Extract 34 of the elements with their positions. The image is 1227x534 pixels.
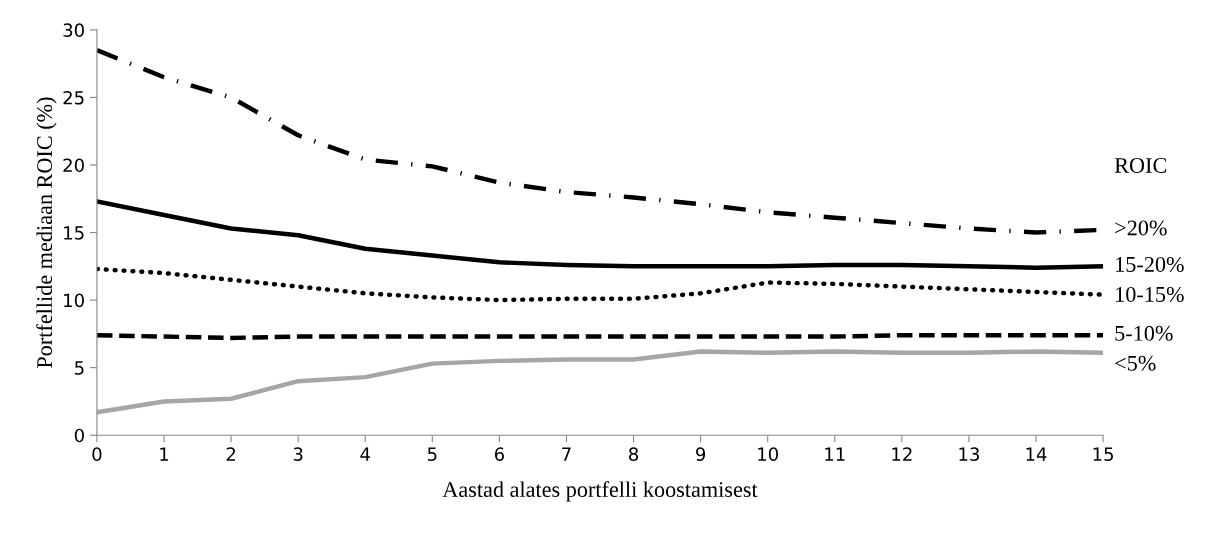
x-tick-label: 5 bbox=[427, 447, 437, 461]
series-label: >20% bbox=[1115, 220, 1167, 236]
y-tick-label: 10 bbox=[64, 293, 84, 308]
x-tick-label: 4 bbox=[360, 447, 370, 461]
x-tick-label: 14 bbox=[1026, 447, 1047, 461]
line-series bbox=[96, 266, 1104, 303]
series-label: 5-10% bbox=[1115, 325, 1173, 341]
x-tick-label: 11 bbox=[825, 447, 845, 461]
x-tick-label: 3 bbox=[293, 447, 303, 461]
x-tick-label: 12 bbox=[892, 447, 912, 461]
y-axis-title: Portfellide mediaan ROIC (%) bbox=[36, 97, 57, 368]
x-tick-label: 13 bbox=[959, 447, 979, 461]
x-tick-label: 15 bbox=[1093, 447, 1113, 461]
y-tick-label: 0 bbox=[74, 428, 84, 443]
y-tick-label: 30 bbox=[63, 23, 84, 38]
line-series bbox=[96, 199, 1104, 270]
series-label: <5% bbox=[1115, 355, 1156, 371]
series-label: 15-20% bbox=[1116, 256, 1184, 272]
x-tick-label: 1 bbox=[160, 447, 169, 461]
y-tick-label: 25 bbox=[63, 90, 84, 105]
x-tick-label: 10 bbox=[758, 447, 778, 461]
series-label: 10-15% bbox=[1116, 286, 1184, 302]
x-axis-title: Aastad alates portfelli koostamisest bbox=[442, 481, 758, 502]
x-tick-label: 7 bbox=[562, 447, 571, 461]
x-tick-label: 9 bbox=[696, 447, 706, 461]
y-tick-label: 20 bbox=[63, 158, 84, 173]
y-tick-label: 5 bbox=[75, 361, 84, 375]
x-tick-label: 0 bbox=[92, 447, 102, 461]
legend-title: ROIC bbox=[1114, 157, 1167, 173]
x-tick-label: 2 bbox=[226, 447, 236, 461]
y-tick-label: 15 bbox=[64, 226, 84, 240]
line-series bbox=[96, 349, 1104, 415]
x-tick-label: 6 bbox=[494, 447, 504, 461]
x-tick-label: 8 bbox=[629, 447, 639, 461]
